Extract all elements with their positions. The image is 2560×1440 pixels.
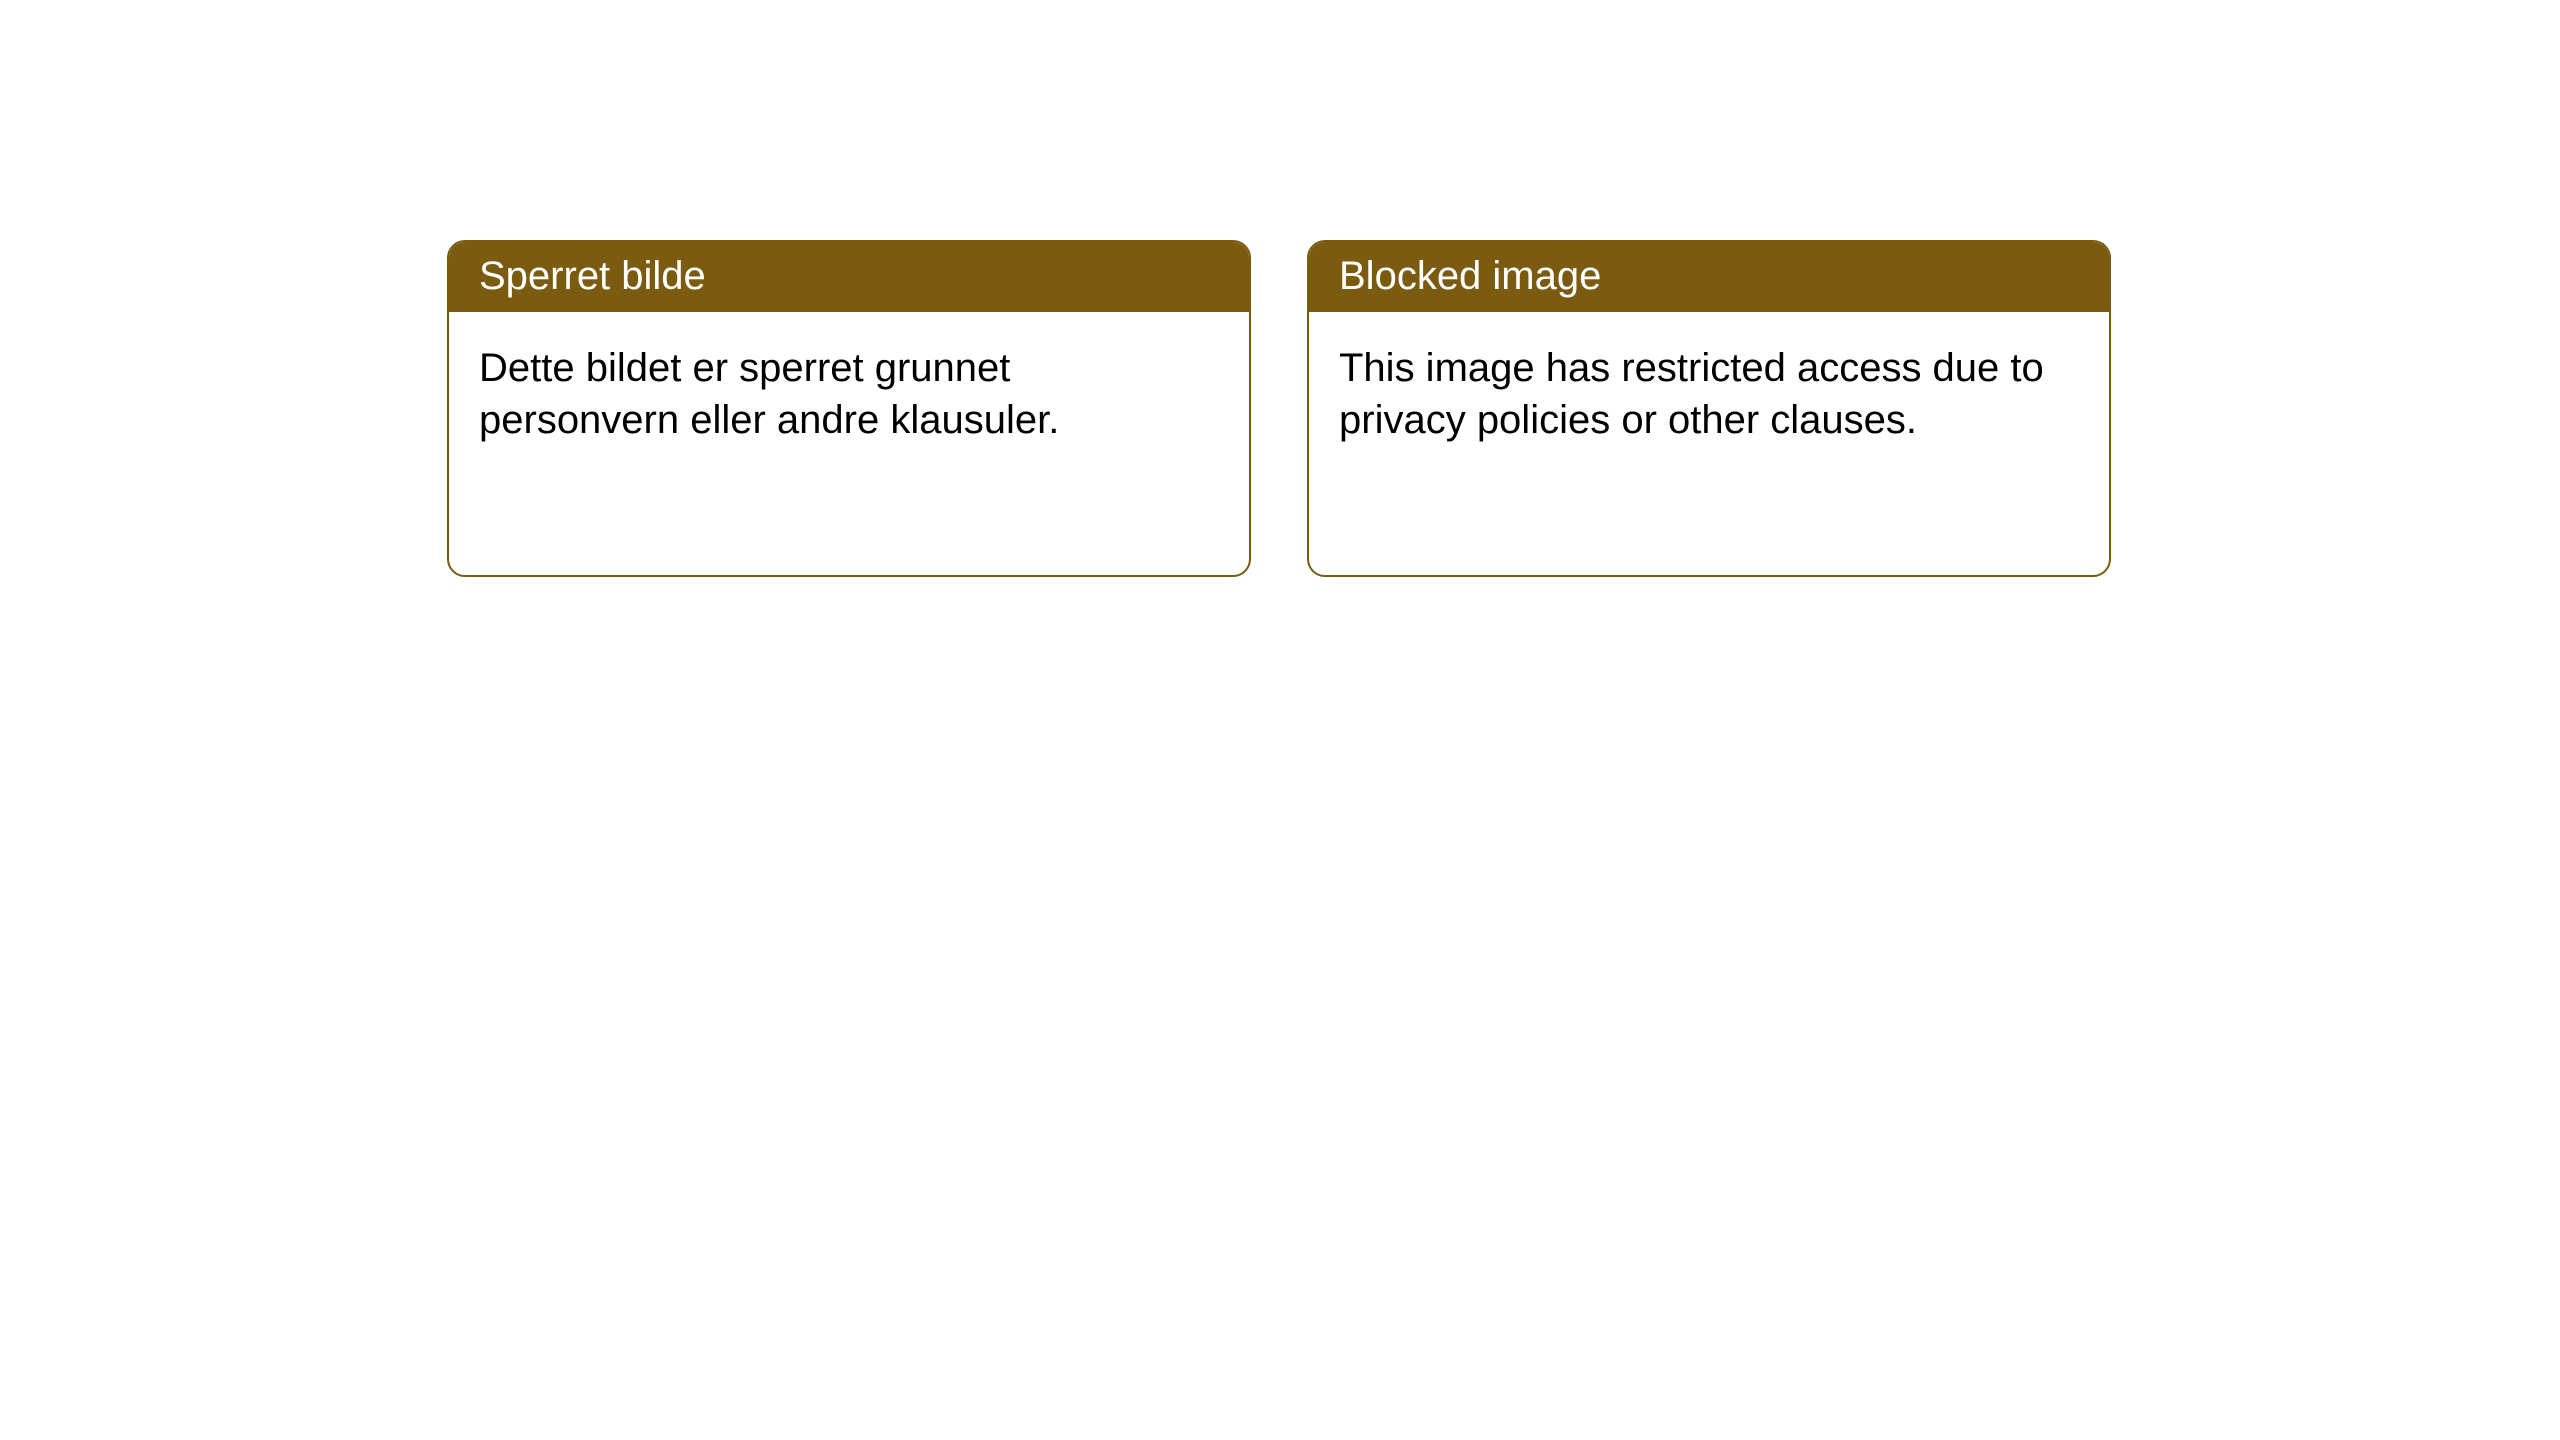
notice-card-norwegian: Sperret bilde Dette bildet er sperret gr… <box>447 240 1251 577</box>
card-body: Dette bildet er sperret grunnet personve… <box>449 312 1249 476</box>
notice-card-english: Blocked image This image has restricted … <box>1307 240 2111 577</box>
notice-cards-container: Sperret bilde Dette bildet er sperret gr… <box>447 240 2111 577</box>
card-header: Blocked image <box>1309 242 2109 312</box>
card-header: Sperret bilde <box>449 242 1249 312</box>
card-body: This image has restricted access due to … <box>1309 312 2109 476</box>
